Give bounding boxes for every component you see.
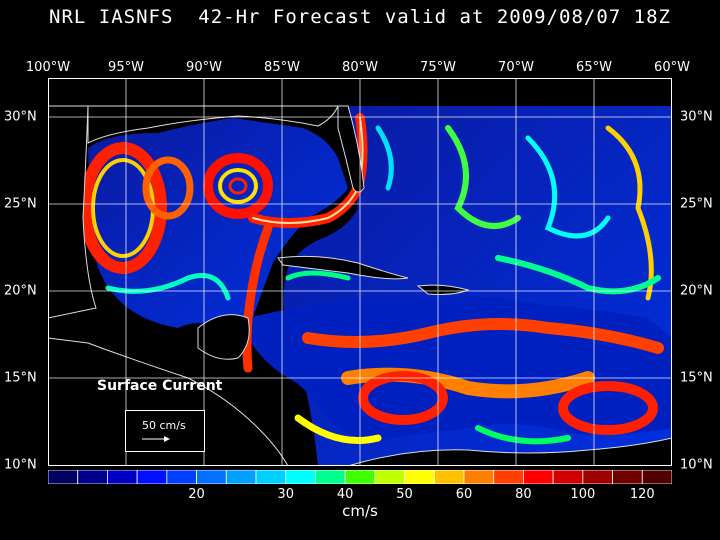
colorbar-tick-label: 100 (570, 487, 596, 502)
colorbar-segment (463, 470, 495, 484)
latitude-label-right: 30°N (680, 109, 713, 125)
colorbar-segment (315, 470, 346, 484)
south-america (347, 437, 672, 466)
graticule (48, 78, 672, 466)
longitude-label: 70°W (498, 60, 534, 75)
colorbar-units: cm/s (342, 502, 378, 520)
colorbar-segment (77, 470, 108, 484)
map-title: NRL IASNFS 42-Hr Forecast valid at 2009/… (49, 6, 671, 28)
colorbar-segment (582, 470, 613, 484)
colorbar-segment (612, 470, 643, 484)
longitude-label: 80°W (342, 60, 378, 75)
longitude-label: 85°W (264, 60, 300, 75)
colorbar-segment (225, 470, 257, 484)
land-masses (48, 105, 672, 466)
colorbar-segment (196, 470, 227, 484)
colorbar (48, 470, 672, 484)
colorbar-tick-label: 40 (336, 487, 354, 502)
colorbar-segment (523, 470, 554, 484)
colorbar-segment (641, 470, 672, 484)
colorbar-tick-label: 20 (188, 487, 205, 502)
latitude-label-right: 15°N (680, 370, 713, 386)
latitude-label-left: 25°N (4, 196, 37, 212)
colorbar-segment (136, 470, 168, 484)
longitude-label: 100°W (25, 60, 71, 75)
cuba-island (277, 255, 409, 280)
longitude-label: 65°W (576, 60, 612, 75)
ocean-current-map (48, 78, 672, 466)
colorbar-segment (344, 470, 376, 484)
colorbar-segment (404, 470, 435, 484)
colorbar-tick-label: 80 (515, 487, 532, 502)
longitude-label: 60°W (654, 60, 690, 75)
latitude-label-right: 10°N (680, 457, 713, 473)
hispaniola-island (416, 284, 470, 295)
latitude-label-left: 30°N (4, 109, 37, 125)
reference-arrow-icon (142, 436, 170, 442)
longitude-label: 90°W (186, 60, 222, 75)
latitude-label-right: 20°N (680, 283, 713, 299)
colorbar-tick-label: 120 (629, 487, 655, 502)
reference-vector-label: 50 cm/s (142, 419, 186, 432)
colorbar-segment (433, 470, 465, 484)
us-gulf-coast (87, 105, 339, 144)
latitude-label-left: 10°N (4, 457, 37, 473)
latitude-label-left: 20°N (4, 283, 37, 299)
variable-label: Surface Current (97, 378, 223, 394)
colorbar-segment (285, 470, 316, 484)
colorbar-segment (493, 470, 524, 484)
colorbar-tick-label: 50 (396, 487, 413, 502)
yucatan-peninsula (197, 314, 250, 360)
colorbar-segment (107, 470, 138, 484)
reference-vector-box: 50 cm/s (125, 410, 205, 452)
central-america (48, 337, 289, 466)
colorbar-tick-label: 60 (455, 487, 473, 502)
longitude-label: 75°W (420, 60, 456, 75)
colorbar-tick-label: 30 (277, 487, 294, 502)
latitude-label-left: 15°N (4, 370, 37, 386)
colorbar-segment (166, 470, 197, 484)
longitude-label: 95°W (108, 60, 144, 75)
colorbar-segment (48, 470, 79, 484)
colorbar-segment (374, 470, 405, 484)
colorbar-segment (255, 470, 287, 484)
current-features (79, 113, 664, 445)
latitude-label-right: 25°N (680, 196, 713, 212)
colorbar-segment (552, 470, 584, 484)
mexico-coast (48, 105, 97, 319)
